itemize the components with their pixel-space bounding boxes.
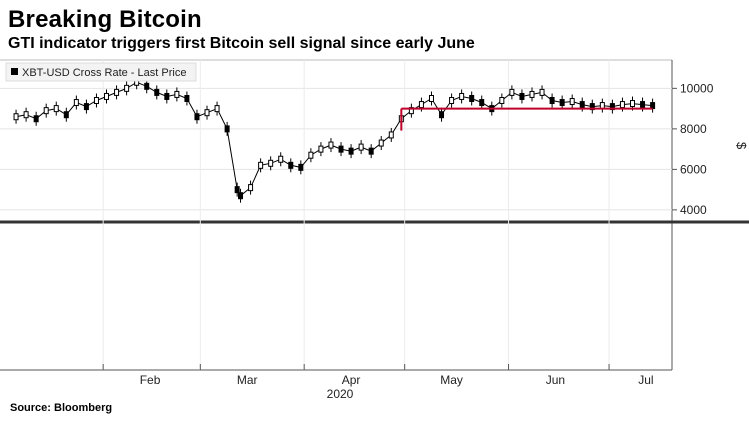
price-candle — [569, 98, 575, 106]
price-candle — [73, 99, 79, 107]
x-tick-label: Feb — [140, 373, 161, 387]
price-candle — [63, 111, 69, 119]
price-candle — [328, 141, 334, 149]
price-candle — [298, 163, 304, 171]
price-candle — [368, 147, 374, 155]
price-candle — [519, 92, 525, 100]
x-tick-label: Jun — [546, 373, 565, 387]
price-candle — [278, 155, 284, 163]
price-candle — [308, 151, 314, 159]
price-candle — [93, 97, 99, 105]
price-candle — [238, 192, 244, 200]
price-candle — [388, 131, 394, 139]
x-tick-label: Jul — [638, 373, 653, 387]
price-candle — [449, 97, 455, 105]
price-candle — [469, 94, 475, 102]
price-candle — [23, 111, 29, 119]
price-candle — [549, 97, 555, 105]
price-candle — [214, 105, 220, 113]
price-candle — [258, 161, 264, 169]
x-tick-label: Mar — [237, 373, 258, 387]
price-candle — [358, 143, 364, 151]
chart-subtitle: GTI indicator triggers first Bitcoin sel… — [8, 35, 475, 52]
price-candle — [268, 159, 274, 167]
x-tick-label: Apr — [342, 373, 361, 387]
price-candle — [318, 145, 324, 153]
price-candle — [124, 84, 130, 92]
y-axis-unit: $ — [734, 142, 749, 150]
price-candle — [144, 82, 150, 90]
x-tick-labels: Feb Mar Apr May Jun Jul — [102, 364, 654, 387]
price-candles — [13, 75, 656, 203]
chart-title: Breaking Bitcoin — [8, 6, 202, 33]
price-candle — [154, 88, 160, 96]
price-candle — [234, 186, 240, 194]
price-candle — [174, 90, 180, 98]
price-candle — [53, 105, 59, 113]
price-candle — [184, 94, 190, 102]
price-candle — [43, 107, 49, 115]
price-candle — [479, 99, 485, 107]
price-candle — [619, 101, 625, 109]
legend-label: XBT-USD Cross Rate - Last Price — [22, 67, 186, 79]
price-candle — [194, 113, 200, 121]
price-candle — [348, 147, 354, 155]
price-candle — [418, 101, 424, 109]
price-candle — [114, 88, 120, 96]
price-candle — [559, 99, 565, 107]
price-candle — [629, 100, 635, 108]
price-candle — [509, 88, 515, 96]
price-candle — [529, 90, 535, 98]
price-candle — [459, 92, 465, 100]
grid-lines — [0, 60, 672, 370]
price-candle — [338, 145, 344, 153]
price-candle — [33, 115, 39, 123]
y-tick-label: 8000 — [680, 122, 707, 136]
price-candle — [579, 101, 585, 109]
source-note: Source: Bloomberg — [10, 402, 113, 414]
x-axis-year: 2020 — [327, 387, 354, 401]
signal-line-group — [400, 107, 653, 131]
price-candle — [83, 103, 89, 111]
price-candle — [164, 92, 170, 100]
price-candle — [13, 113, 19, 121]
price-candle — [640, 101, 646, 109]
y-tick-label: 10000 — [680, 81, 714, 95]
price-candle — [288, 161, 294, 169]
price-candle — [378, 139, 384, 147]
price-candle — [104, 92, 110, 100]
price-candle — [439, 111, 445, 119]
price-candle — [499, 97, 505, 105]
y-tick-label: 6000 — [680, 162, 707, 176]
price-candle — [204, 109, 210, 117]
price-candle — [248, 184, 254, 192]
price-candle — [428, 94, 434, 102]
y-tick-label: 4000 — [680, 203, 707, 217]
legend-box — [5, 62, 197, 82]
price-line — [16, 81, 653, 197]
legend-swatch — [11, 68, 18, 75]
x-tick-label: May — [440, 373, 463, 387]
price-candle — [539, 88, 545, 96]
y-tick-labels: 4000 6000 8000 10000 — [672, 81, 714, 217]
price-candle — [224, 125, 230, 133]
